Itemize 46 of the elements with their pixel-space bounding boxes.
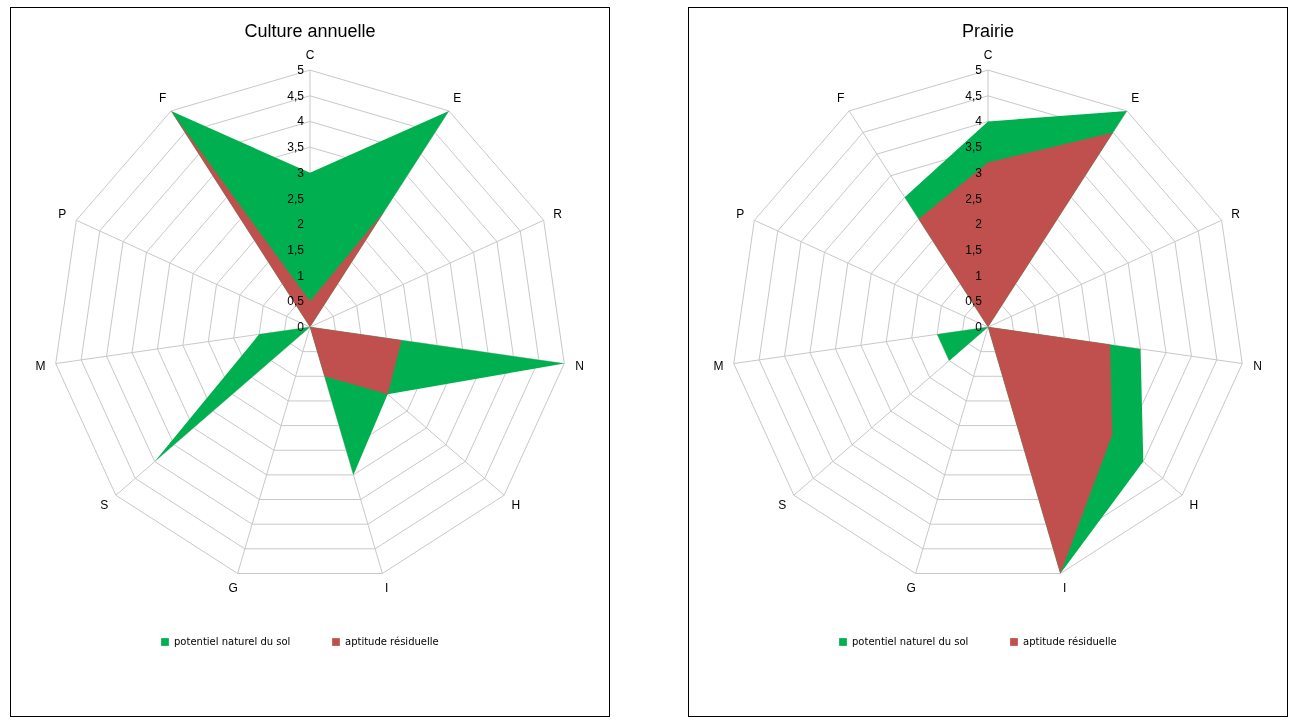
y-tick-label: 2,5 <box>287 191 305 206</box>
spoke-label: S <box>778 498 787 513</box>
spoke-label: E <box>1131 90 1140 105</box>
spoke-label: P <box>58 206 67 221</box>
y-tick-label: 1 <box>297 268 305 283</box>
y-tick-label: 3 <box>297 165 305 180</box>
y-tick-label: 3,5 <box>965 140 983 155</box>
spoke-label: P <box>736 206 745 221</box>
spoke-label: C <box>305 47 315 62</box>
spoke-label: I <box>385 581 389 596</box>
spoke-label: M <box>35 358 46 373</box>
legend-label: potentiel naturel du sol <box>852 636 969 647</box>
spoke-label: R <box>1231 206 1241 221</box>
spoke-label: I <box>1063 581 1067 596</box>
legend-label: aptitude résiduelle <box>1023 636 1117 647</box>
y-tick-label: 3,5 <box>287 140 305 155</box>
spoke-label: N <box>575 358 584 373</box>
spoke-label: S <box>100 498 109 513</box>
y-tick-label: 2,5 <box>965 191 983 206</box>
spoke-label: M <box>713 358 724 373</box>
chart-title: Prairie <box>961 21 1015 41</box>
spoke-label: C <box>983 47 993 62</box>
spoke-label: F <box>159 90 167 105</box>
chart-title: Culture annuelle <box>244 21 376 41</box>
spoke-label: N <box>1253 358 1262 373</box>
y-tick-label: 4,5 <box>965 88 983 103</box>
y-tick-label: 1,5 <box>287 242 305 257</box>
legend-label: potentiel naturel du sol <box>174 636 291 647</box>
y-tick-label: 2 <box>297 217 305 232</box>
y-tick-label: 4 <box>975 114 983 129</box>
y-tick-label: 1,5 <box>965 242 983 257</box>
y-tick-label: 4,5 <box>287 88 305 103</box>
y-tick-label: 2 <box>975 217 983 232</box>
y-tick-label: 5 <box>297 63 305 78</box>
y-tick-label: 5 <box>975 63 983 78</box>
spoke-label: H <box>1189 498 1199 513</box>
spoke-label: H <box>511 498 521 513</box>
spoke-label: G <box>906 581 916 596</box>
spoke-label: F <box>837 90 845 105</box>
y-tick-label: 1 <box>975 268 983 283</box>
legend-label: aptitude résiduelle <box>345 636 439 647</box>
y-tick-label: 3 <box>975 165 983 180</box>
spoke-label: E <box>453 90 462 105</box>
spoke-label: R <box>553 206 563 221</box>
y-tick-label: 4 <box>297 114 305 129</box>
spoke-label: G <box>228 581 238 596</box>
